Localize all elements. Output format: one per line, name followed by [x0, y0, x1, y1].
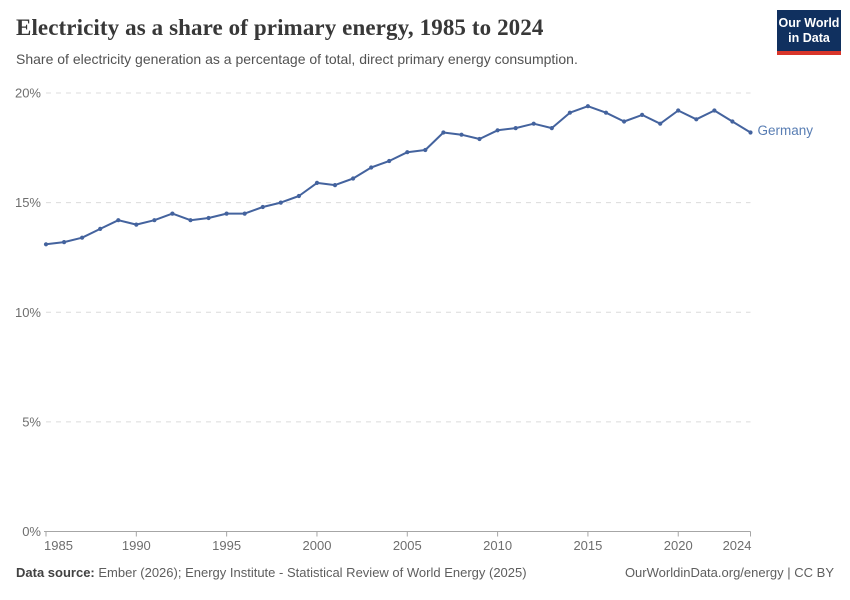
data-point: [622, 119, 627, 124]
data-point: [676, 108, 681, 113]
data-point: [658, 121, 663, 126]
attribution-link: OurWorldinData.org/energy | CC BY: [624, 565, 834, 580]
data-point: [170, 211, 175, 216]
data-point: [549, 126, 554, 131]
data-point: [459, 132, 464, 137]
data-point: [567, 110, 573, 115]
data-point: [224, 211, 229, 216]
data-point: [98, 226, 103, 231]
data-point: [351, 176, 356, 181]
data-point: [748, 130, 753, 135]
data-line: [45, 105, 752, 246]
y-tick-label: 5%: [22, 414, 41, 429]
data-point: [640, 112, 645, 117]
y-tick-label: 15%: [15, 195, 41, 210]
data-point: [43, 242, 49, 247]
data-point: [116, 218, 121, 223]
data-point: [206, 215, 211, 221]
data-point: [585, 104, 591, 109]
data-source-label: Data source:: [16, 565, 95, 580]
x-tick-label: 2005: [393, 538, 422, 553]
data-point: [387, 158, 392, 164]
data-point: [80, 235, 85, 240]
data-point: [278, 200, 283, 205]
data-source-note: Data source: Ember (2026); Energy Instit…: [16, 565, 527, 580]
data-point: [531, 121, 536, 126]
data-point: [513, 126, 518, 131]
owid-logo: Our World in Data: [777, 10, 841, 55]
data-point: [152, 218, 157, 223]
data-point: [314, 180, 320, 185]
y-tick-label: 20%: [15, 86, 41, 101]
y-tick-label: 0%: [22, 524, 41, 539]
data-point: [369, 165, 374, 170]
page-subtitle: Share of electricity generation as a per…: [16, 51, 578, 67]
data-point: [423, 147, 428, 153]
data-point: [441, 130, 446, 135]
data-point: [242, 211, 247, 216]
y-tick-label: 10%: [15, 305, 41, 320]
data-point: [730, 119, 735, 124]
data-point: [405, 150, 410, 155]
chart-footer: Data source: Ember (2026); Energy Instit…: [16, 565, 834, 580]
x-tick-label: 1985: [44, 538, 73, 553]
x-tick-label: 1995: [212, 538, 241, 553]
data-point: [603, 110, 609, 115]
data-point: [712, 108, 717, 113]
data-point: [260, 204, 265, 210]
data-point: [477, 136, 482, 142]
x-tick-label: 2015: [573, 538, 602, 553]
data-point: [188, 218, 193, 223]
data-source-text: Ember (2026); Energy Institute - Statist…: [94, 565, 527, 580]
data-point: [495, 128, 500, 133]
data-point: [694, 117, 699, 122]
data-point: [296, 193, 301, 199]
x-tick-label: 2024: [723, 538, 752, 553]
owid-logo-line1: Our World: [778, 16, 840, 30]
x-tick-label: 1990: [122, 538, 151, 553]
series-label: Germany: [757, 123, 814, 139]
x-tick-label: 2000: [303, 538, 332, 553]
data-point: [134, 222, 139, 227]
page-title: Electricity as a share of primary energy…: [16, 15, 544, 40]
data-point: [62, 240, 67, 245]
x-tick-label: 2020: [664, 538, 693, 553]
owid-logo-line2: in Data: [788, 30, 830, 45]
data-point: [332, 183, 338, 188]
x-tick-label: 2010: [483, 538, 512, 553]
